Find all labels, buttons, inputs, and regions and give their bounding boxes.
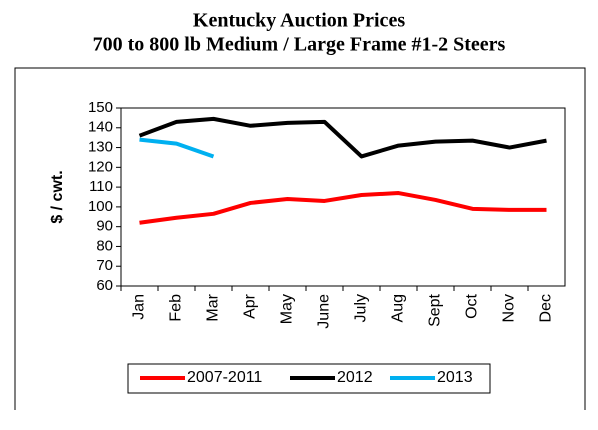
legend-label: 2013 xyxy=(437,369,473,386)
chart-frame xyxy=(14,67,586,410)
series-line xyxy=(139,191,547,225)
x-tick-label: Oct xyxy=(464,293,481,318)
y-tick-label: 140 xyxy=(88,119,113,136)
y-tick-label: 120 xyxy=(88,158,113,175)
y-tick-label: 150 xyxy=(88,99,113,116)
y-tick-label: 100 xyxy=(88,198,113,215)
y-tick-label: 80 xyxy=(96,237,113,254)
x-tick-label: Jan xyxy=(131,294,148,320)
y-axis-label: $ / cwt. xyxy=(49,170,66,223)
legend-box xyxy=(127,363,491,394)
x-tick-label: Apr xyxy=(242,293,259,319)
legend-label: 2007-2011 xyxy=(187,369,262,386)
legend-label: 2012 xyxy=(337,369,373,386)
y-tick-label: 130 xyxy=(88,139,113,156)
x-tick-label: Dec xyxy=(538,294,555,322)
series-line xyxy=(138,116,547,159)
y-tick-label: 110 xyxy=(89,178,113,195)
x-tick-label: June xyxy=(316,294,333,329)
chart-title: Kentucky Auction Prices xyxy=(193,10,405,32)
y-tick-label: 90 xyxy=(96,218,113,235)
x-tick-label: Nov xyxy=(501,294,518,322)
y-tick-label: 70 xyxy=(96,257,113,274)
x-tick-label: Sept xyxy=(427,293,444,326)
chart-subtitle: 700 to 800 lb Medium / Large Frame #1-2 … xyxy=(93,34,506,56)
x-tick-label: July xyxy=(353,294,370,322)
x-tick-label: Feb xyxy=(168,294,185,322)
x-tick-label: May xyxy=(279,294,296,324)
y-tick-label: 60 xyxy=(96,277,113,294)
x-tick-label: Aug xyxy=(390,294,407,322)
series-line xyxy=(139,137,215,159)
x-tick-label: Mar xyxy=(205,293,222,321)
